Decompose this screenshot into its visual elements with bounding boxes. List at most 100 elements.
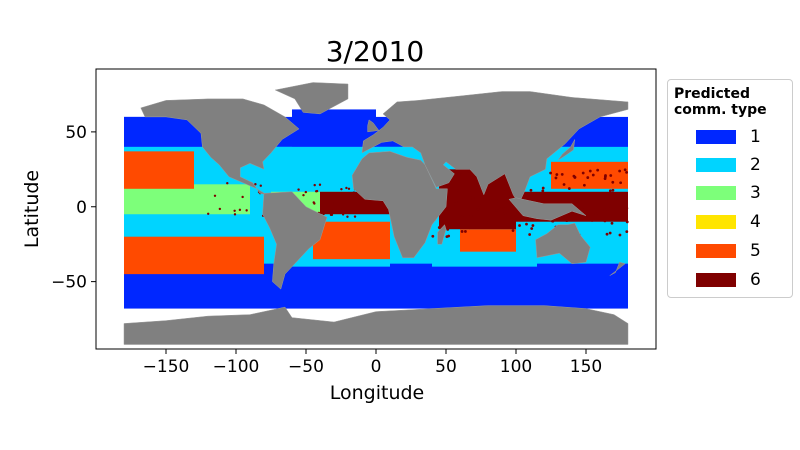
type-6-point [442, 219, 446, 223]
land-uk [367, 119, 380, 133]
type-6-point [604, 197, 608, 201]
type-6-point [502, 212, 506, 215]
type-6-point [447, 234, 451, 238]
type-6-point [346, 215, 349, 218]
type-6-point [609, 174, 613, 177]
type-6-point [614, 197, 618, 201]
land-japan [557, 139, 576, 161]
type-6-point [625, 220, 629, 224]
type-6-point [529, 188, 533, 192]
type-6-point [457, 173, 461, 176]
land-africa [351, 151, 448, 258]
type-6-point [608, 231, 612, 235]
type-6-point [495, 199, 499, 203]
y-axis-label: Latitude [21, 170, 43, 248]
type-6-point [328, 192, 332, 196]
legend-item-2: 2 [696, 156, 788, 176]
type-6-point [599, 192, 603, 196]
legend-title-line2: comm. type [674, 102, 767, 118]
type-6-point [352, 191, 356, 194]
type-6-point [213, 194, 217, 197]
type-6-point [207, 212, 210, 215]
legend-item-3: 3 [696, 184, 788, 204]
type-6-point [233, 209, 236, 212]
legend-item-6: 6 [696, 271, 788, 291]
type-6-point [313, 183, 316, 187]
legend-label-5: 5 [750, 241, 761, 261]
type-6-point [582, 183, 586, 187]
type-6-point [482, 220, 486, 224]
type-6-point [510, 216, 513, 219]
legend-swatch-5 [696, 244, 736, 258]
type-6-point [569, 218, 573, 222]
type-6-point [588, 169, 592, 173]
type-6-point [549, 171, 552, 175]
type-6-point [625, 206, 629, 210]
type-6-point [330, 213, 334, 217]
type-6-point [467, 170, 471, 173]
type-6-point [338, 210, 342, 213]
land-south-america [262, 191, 328, 290]
type-6-point [554, 176, 558, 180]
type-6-point [611, 180, 615, 184]
type-6-point [353, 197, 357, 200]
type-6-point [498, 207, 502, 211]
type-6-point [313, 202, 316, 205]
legend-label-2: 2 [750, 155, 761, 175]
type-6-point [603, 208, 607, 212]
type-6-point [245, 209, 248, 212]
type-6-point [541, 189, 545, 193]
region-type-5 [313, 221, 390, 260]
type-6-point [618, 169, 622, 173]
y-tick-label: −50 [51, 273, 87, 293]
type-6-point [560, 196, 564, 200]
type-6-point [489, 198, 492, 202]
type-6-point [618, 233, 622, 237]
type-6-point [238, 208, 242, 212]
type-6-point [573, 175, 577, 179]
type-6-point [528, 197, 531, 201]
region-type-6 [439, 169, 516, 230]
region-type-5 [460, 229, 516, 252]
x-axis-label: Longitude [330, 382, 425, 404]
type-6-point [495, 208, 499, 212]
type-6-point [331, 195, 335, 198]
type-6-point [608, 204, 612, 208]
type-6-point [503, 187, 507, 191]
legend-swatch-6 [696, 273, 736, 287]
type-6-point [594, 212, 598, 216]
legend-item-5: 5 [696, 242, 788, 262]
y-tick-label: 50 [65, 123, 87, 143]
type-6-point [603, 219, 607, 223]
type-6-point [353, 215, 357, 218]
type-6-point [445, 207, 449, 211]
type-6-point [590, 218, 594, 222]
type-6-point [314, 190, 318, 193]
type-6-point [437, 226, 441, 229]
type-6-point [502, 206, 505, 210]
legend-label-3: 3 [750, 183, 761, 203]
land-north-america [140, 98, 300, 196]
type-6-point [341, 207, 344, 210]
type-6-point [446, 228, 450, 231]
x-tick-label: −150 [143, 357, 190, 377]
type-6-point [318, 183, 322, 186]
type-6-point [619, 181, 623, 185]
type-6-point [531, 224, 535, 227]
type-6-point [554, 200, 558, 204]
type-6-point [470, 189, 474, 193]
type-6-point [511, 214, 515, 217]
type-6-point [478, 204, 482, 208]
legend-label-6: 6 [750, 270, 761, 290]
type-6-point [304, 190, 308, 194]
legend-swatch-3 [696, 186, 736, 200]
x-tick-label: 50 [435, 357, 457, 377]
land-new-zealand [609, 261, 626, 276]
type-6-point [625, 171, 628, 174]
type-6-point [470, 186, 474, 190]
land-antarctica [123, 305, 629, 345]
type-6-point [574, 212, 578, 216]
land-australia [535, 222, 591, 264]
x-tick-label: −50 [288, 357, 324, 377]
type-6-point [591, 173, 595, 177]
